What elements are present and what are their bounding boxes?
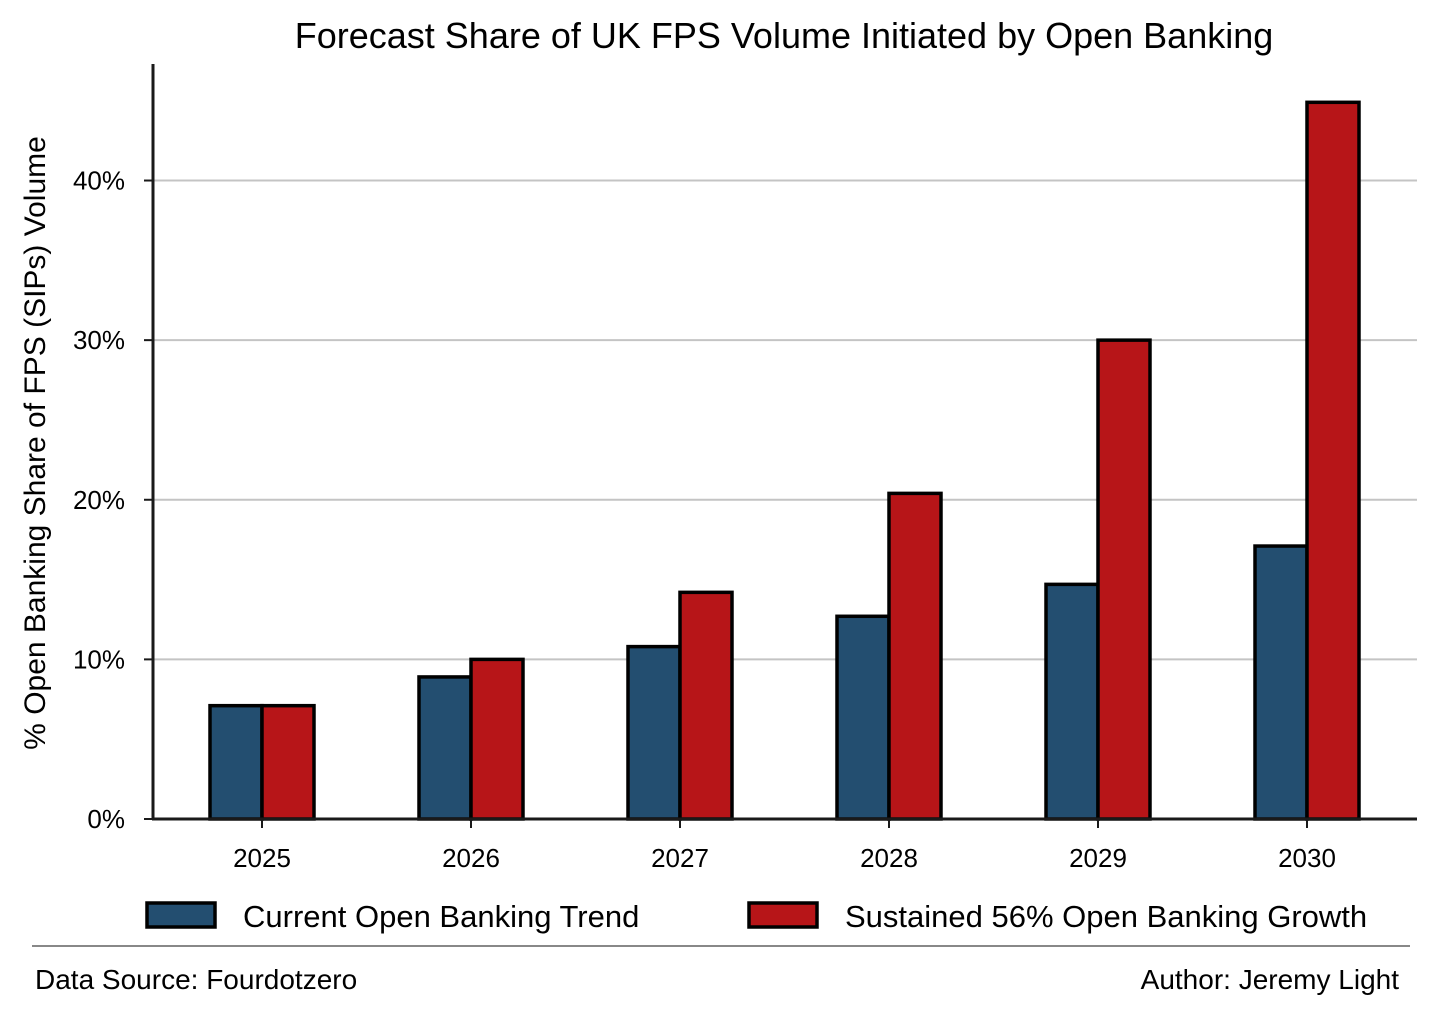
bar [1305, 100, 1361, 821]
data-source-credit: Data Source: Fourdotzero [35, 964, 358, 995]
bar [835, 614, 891, 821]
legend: Current Open Banking Trend Sustained 56% … [145, 899, 1367, 934]
bar [626, 644, 682, 821]
bar [208, 703, 264, 821]
x-axis-ticks: 2025 2026 2027 2028 2029 2030 [233, 819, 1336, 873]
axes [151, 64, 1417, 821]
bar [1044, 582, 1100, 821]
x-tick-label: 2030 [1278, 843, 1336, 873]
y-tick-label: 20% [73, 485, 125, 515]
bars [208, 100, 1361, 821]
x-tick-label: 2027 [651, 843, 709, 873]
legend-label: Current Open Banking Trend [243, 899, 639, 934]
y-tick-label: 40% [73, 166, 125, 196]
y-axis-ticks: 0% 10% 20% 30% 40% [73, 166, 153, 834]
x-tick-label: 2026 [442, 843, 500, 873]
legend-swatch [747, 901, 819, 929]
y-axis-label: % Open Banking Share of FPS (SIPs) Volum… [19, 136, 52, 750]
x-tick-label: 2029 [1069, 843, 1127, 873]
bar [417, 675, 473, 821]
x-tick-label: 2028 [860, 843, 918, 873]
y-tick-label: 30% [73, 325, 125, 355]
bar-chart: Forecast Share of UK FPS Volume Initiate… [19, 15, 1417, 934]
author-credit: Author: Jeremy Light [1140, 964, 1399, 995]
chart-title: Forecast Share of UK FPS Volume Initiate… [295, 15, 1274, 56]
gridlines [153, 179, 1417, 661]
footer-divider [32, 945, 1410, 947]
y-tick-label: 10% [73, 644, 125, 674]
x-tick-label: 2025 [233, 843, 291, 873]
bar [260, 703, 316, 821]
bar [469, 657, 525, 821]
bar [1096, 338, 1152, 821]
y-tick-label: 0% [87, 804, 125, 834]
bar [1253, 544, 1309, 821]
legend-label: Sustained 56% Open Banking Growth [845, 899, 1367, 934]
bar [887, 491, 943, 821]
legend-swatch [145, 901, 217, 929]
bar [678, 590, 734, 821]
